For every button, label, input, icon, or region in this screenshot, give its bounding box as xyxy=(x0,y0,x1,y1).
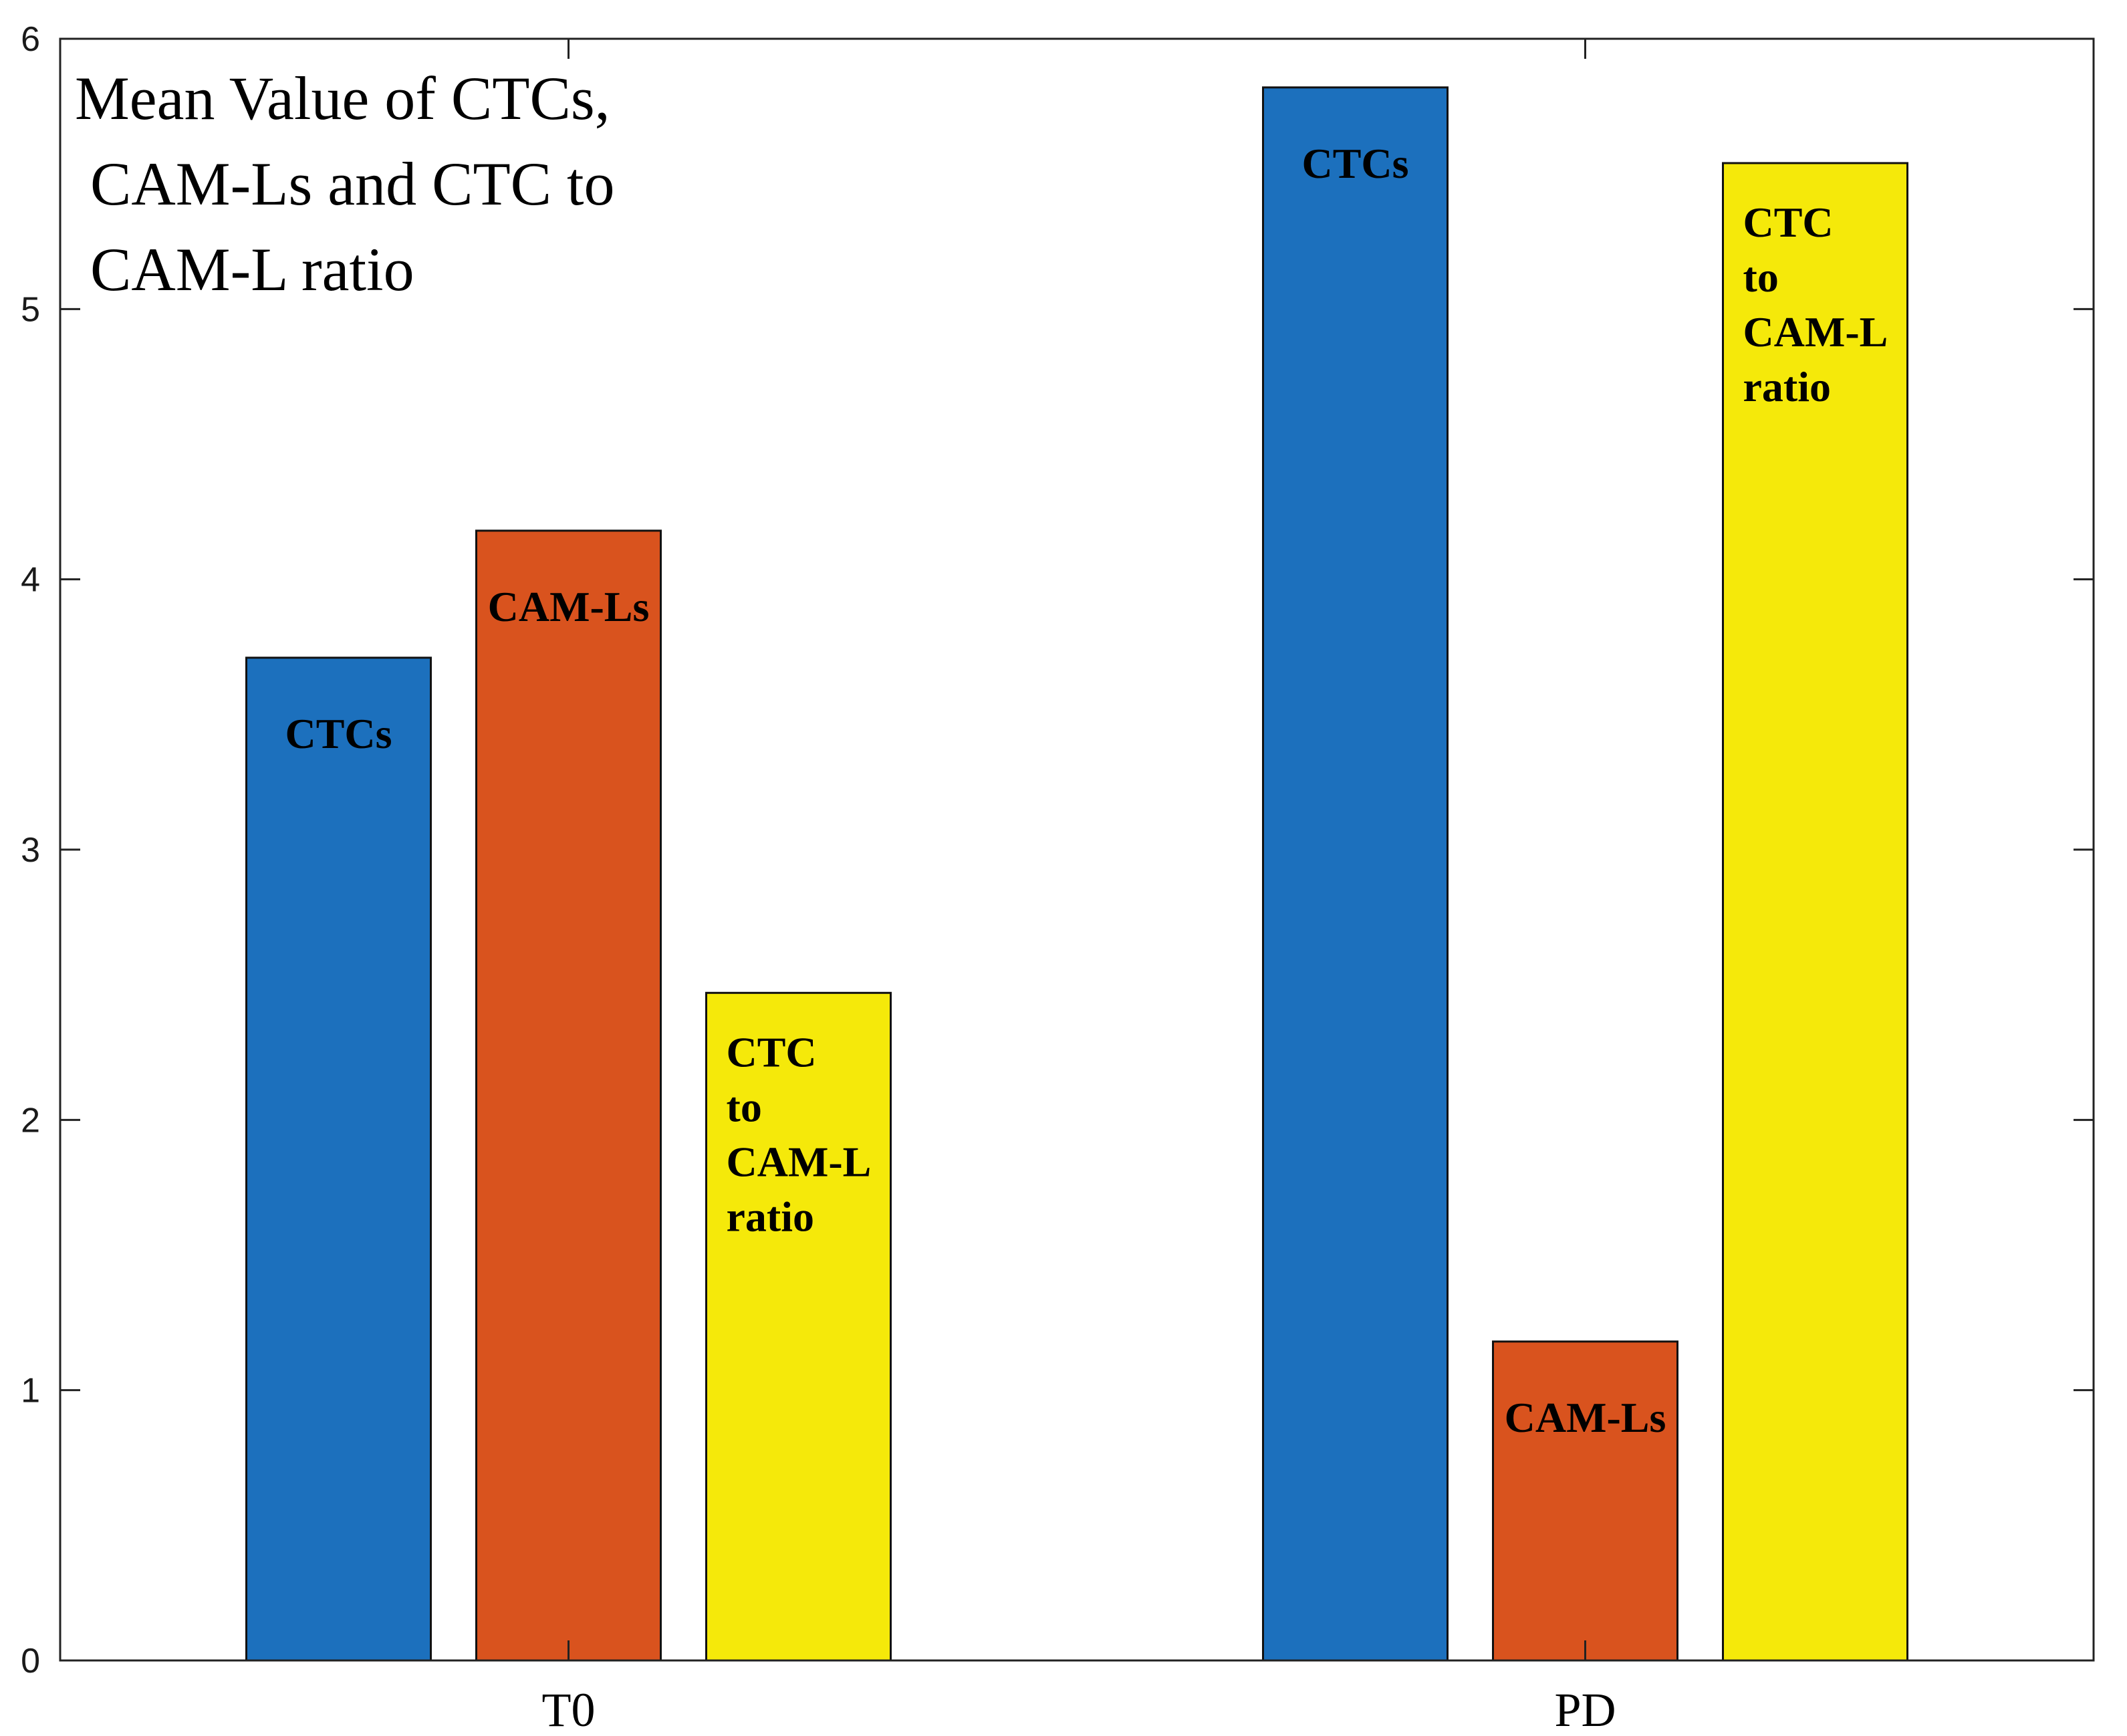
bar-T0-series-1 xyxy=(475,529,662,1662)
x-axis: T0 PD xyxy=(542,39,1616,1736)
bar-PD-series-0 xyxy=(1262,86,1449,1662)
bar-label-T0-series-2-line-1: to xyxy=(727,1083,762,1130)
bar-label-PD-series-2-line-2: CAM-L xyxy=(1743,308,1888,356)
bar-T0-series-0 xyxy=(245,656,432,1662)
y-tick-label-1: 1 xyxy=(21,1372,40,1410)
bar-PD-series-2 xyxy=(1722,162,1908,1662)
chart-title-line-1: CAM-Ls and CTC to xyxy=(75,150,615,218)
y-tick-label-2: 2 xyxy=(21,1101,40,1140)
y-tick-label-4: 4 xyxy=(21,561,40,600)
bars-layer xyxy=(245,86,1908,1662)
bar-label-PD-series-0-line-0: CTCs xyxy=(1301,140,1408,187)
bar-label-T0-series-2-line-3: ratio xyxy=(727,1193,815,1240)
y-tick-label-0: 0 xyxy=(21,1642,40,1681)
bar-labels-layer: CTCs CAM-Ls CTC to CAM-L ratio CTCs CAM-Ls CTC to… xyxy=(285,140,1888,1441)
chart-title-line-2: CAM-L ratio xyxy=(75,235,414,303)
x-category-label-0: T0 xyxy=(542,1683,596,1736)
bar-PD-series-1 xyxy=(1492,1340,1678,1662)
bar-label-T0-series-2-line-0: CTC xyxy=(727,1028,817,1076)
bar-label-PD-series-2-line-0: CTC xyxy=(1743,199,1834,246)
chart-title-line-0: Mean Value of CTCs, xyxy=(75,64,610,132)
y-tick-label-6: 6 xyxy=(21,20,40,59)
bar-T0-series-2 xyxy=(705,991,892,1662)
y-axis: 0 1 2 3 4 5 6 xyxy=(21,20,2094,1681)
bar-label-PD-series-2-line-3: ratio xyxy=(1743,363,1832,410)
bar-label-T0-series-0-line-0: CTCs xyxy=(285,710,392,757)
bar-label-T0-series-2-line-2: CAM-L xyxy=(727,1138,872,1185)
y-tick-label-3: 3 xyxy=(21,831,40,870)
y-tick-label-5: 5 xyxy=(21,290,40,329)
bar-label-T0-series-1-line-0: CAM-Ls xyxy=(488,583,650,630)
x-category-label-1: PD xyxy=(1554,1683,1616,1736)
bar-label-PD-series-1-line-0: CAM-Ls xyxy=(1505,1394,1666,1441)
bar-label-PD-series-2-line-1: to xyxy=(1743,253,1779,301)
chart-title: Mean Value of CTCs, CAM-Ls and CTC to CA… xyxy=(75,64,615,303)
